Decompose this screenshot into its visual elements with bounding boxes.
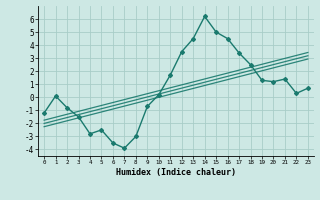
X-axis label: Humidex (Indice chaleur): Humidex (Indice chaleur) [116, 168, 236, 177]
